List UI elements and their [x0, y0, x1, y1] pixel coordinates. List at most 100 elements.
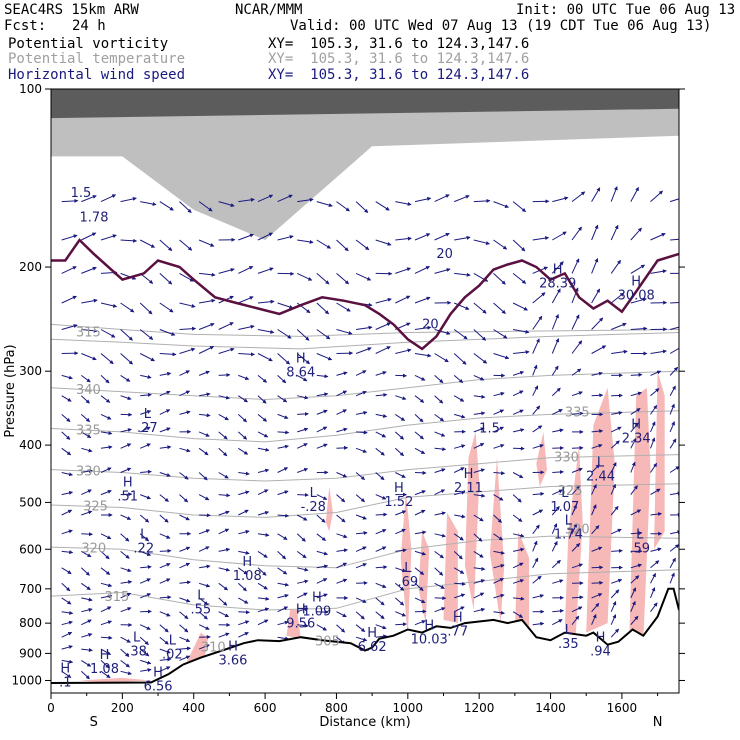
wind-arrow-340 [336, 533, 348, 539]
extremum-value-18: .77 [447, 625, 468, 640]
pv-shade-region-7 [489, 457, 505, 624]
wind-arrow-11 [61, 472, 74, 477]
wind-arrow-10 [61, 447, 72, 456]
wind-arrow-592 [571, 563, 584, 569]
wind-arrow-118 [140, 593, 152, 599]
wind-arrow-686 [669, 347, 679, 354]
wind-arrow-215 [218, 597, 228, 606]
wind-arrow-399 [395, 395, 407, 401]
wind-arrow-124 [140, 668, 152, 673]
wind-arrow-260 [257, 607, 270, 613]
extremum-value-14: 1.08 [90, 662, 119, 677]
wind-arrow-603 [591, 371, 603, 376]
wind-arrow-282 [277, 620, 289, 626]
wind-arrow-298 [296, 533, 306, 542]
extremum-kind-20: H [553, 262, 563, 277]
wind-arrow-112 [140, 494, 152, 500]
wind-arrow-12 [61, 490, 74, 496]
wind-arrow-661 [650, 190, 664, 202]
wind-arrow-498 [493, 329, 508, 339]
wind-arrow-126 [159, 239, 173, 252]
fcst-value: 24 h [72, 18, 106, 34]
y-tick-label-1: 200 [19, 260, 42, 274]
wind-arrow-550 [532, 557, 539, 569]
wind-arrow-369 [355, 636, 368, 642]
wind-arrow-527 [512, 514, 523, 522]
wind-arrow-667 [650, 370, 662, 376]
wind-arrow-554 [532, 621, 545, 626]
wind-arrow-514 [512, 201, 527, 213]
wind-arrow-230 [238, 471, 250, 476]
wind-arrow-406 [395, 528, 406, 535]
wind-arrow-38 [81, 510, 93, 516]
wind-arrow-29 [81, 328, 98, 333]
extremum-kind-6: H [394, 481, 404, 496]
wind-arrow-237 [238, 597, 249, 604]
wind-arrow-310 [316, 353, 333, 361]
wind-arrow-89 [120, 533, 130, 542]
wind-arrow-447 [434, 511, 446, 516]
wind-arrow-43 [81, 597, 93, 602]
wind-arrow-461 [453, 395, 465, 402]
pv-label-0: 1.5 [71, 186, 92, 201]
wind-arrow-648 [630, 408, 641, 415]
wind-arrow-153 [179, 302, 196, 308]
wind-arrow-336 [336, 445, 349, 450]
wind-arrow-329 [336, 302, 351, 312]
wind-arrow-149 [159, 666, 171, 672]
wind-arrow-619 [610, 224, 619, 241]
wind-arrow-391 [375, 634, 388, 639]
wind-arrow-101 [139, 239, 156, 248]
wind-arrow-166 [179, 562, 191, 569]
wind-arrow-261 [257, 619, 269, 626]
extremum-value-22: 2.34 [622, 432, 651, 447]
wind-arrow-430 [414, 582, 424, 592]
wind-arrow-481 [473, 394, 486, 399]
extremum-value-20: 28.39 [539, 276, 576, 291]
wind-arrow-508 [493, 533, 504, 541]
wind-arrow-395 [395, 295, 411, 304]
wind-arrow-497 [493, 302, 506, 314]
wind-arrow-467 [454, 514, 466, 519]
wind-arrow-570 [551, 540, 558, 552]
wind-arrow-522 [512, 409, 524, 415]
wind-arrow-185 [198, 472, 208, 481]
wind-arrow-181 [199, 392, 211, 397]
wind-arrow-547 [532, 509, 544, 516]
wind-arrow-92 [120, 580, 133, 585]
wind-arrow-654 [630, 531, 643, 536]
wind-arrow-60 [100, 445, 113, 450]
wind-arrow-507 [493, 514, 502, 523]
pv-shade-region-5 [443, 512, 458, 624]
extremum-value-13: 3.66 [219, 654, 248, 669]
wind-arrow-193 [198, 611, 208, 620]
wind-arrow-651 [630, 461, 636, 473]
wind-arrow-564 [552, 428, 564, 433]
wind-arrow-420 [414, 395, 425, 403]
wind-arrow-8 [61, 414, 71, 423]
pv-shade-region-12 [629, 387, 651, 648]
wind-arrow-387 [375, 582, 387, 589]
wind-arrow-202 [218, 347, 235, 354]
field-section-pv: XY= 105.3, 31.6 to 124.3,147.6 [268, 36, 530, 52]
wind-arrow-7 [61, 395, 72, 402]
extremum-value-11: .38 [126, 645, 147, 660]
wind-arrow-31 [81, 374, 91, 383]
wind-arrow-256 [257, 550, 268, 558]
wind-arrow-284 [297, 197, 314, 203]
wind-arrow-239 [238, 620, 250, 626]
wind-arrow-360 [355, 494, 366, 503]
wind-arrow-94 [120, 607, 132, 613]
wind-arrow-110 [140, 443, 151, 449]
pv-shade-region-9 [536, 431, 547, 487]
wind-arrow-40 [81, 550, 92, 558]
wind-arrow-229 [238, 447, 249, 455]
wind-arrow-485 [473, 468, 486, 473]
wind-arrow-140 [159, 548, 172, 553]
wind-arrow-318 [316, 514, 326, 523]
wind-arrow-45 [81, 619, 92, 626]
wind-arrow-337 [336, 472, 348, 478]
theta-label-7: 330 [554, 451, 579, 466]
wind-arrow-142 [159, 578, 171, 584]
wind-arrow-290 [296, 374, 308, 382]
